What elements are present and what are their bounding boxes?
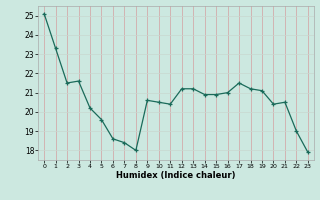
X-axis label: Humidex (Indice chaleur): Humidex (Indice chaleur) [116, 171, 236, 180]
